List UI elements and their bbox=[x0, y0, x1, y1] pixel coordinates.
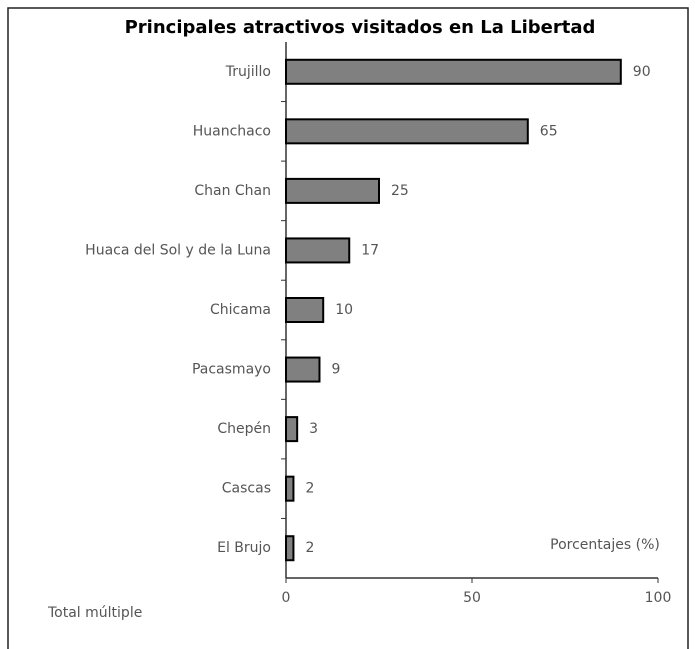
y-tick-label: Cascas bbox=[222, 481, 271, 497]
y-tick-label: Chicama bbox=[210, 302, 271, 318]
x-axis-label: Porcentajes (%) bbox=[550, 537, 660, 553]
y-tick-label: Huanchaco bbox=[193, 123, 271, 139]
y-tick-label: El Brujo bbox=[217, 540, 271, 556]
x-tick-label: 0 bbox=[282, 590, 291, 606]
value-label: 2 bbox=[305, 481, 314, 497]
y-tick-label: Trujillo bbox=[225, 64, 271, 80]
bar bbox=[285, 177, 380, 204]
value-label: 90 bbox=[633, 64, 651, 80]
y-tick-label: Pacasmayo bbox=[192, 362, 271, 378]
y-tick-label: Huaca del Sol y de la Luna bbox=[85, 242, 271, 258]
bar bbox=[285, 416, 299, 443]
bar bbox=[285, 356, 321, 383]
value-label: 10 bbox=[335, 302, 353, 318]
bar bbox=[285, 535, 295, 562]
value-label: 17 bbox=[361, 242, 379, 258]
note: Total múltiple bbox=[47, 605, 142, 621]
x-tick-label: 50 bbox=[463, 590, 481, 606]
y-tick-label: Chepén bbox=[217, 421, 271, 437]
value-label: 25 bbox=[391, 183, 409, 199]
x-tick-label: 100 bbox=[645, 590, 672, 606]
y-tick-label: Chan Chan bbox=[194, 183, 271, 199]
value-label: 9 bbox=[331, 362, 340, 378]
value-label: 2 bbox=[305, 540, 314, 556]
value-label: 3 bbox=[309, 421, 318, 437]
bar bbox=[285, 297, 325, 323]
frame bbox=[7, 7, 689, 649]
bar bbox=[285, 237, 351, 264]
bar bbox=[285, 118, 529, 145]
bar bbox=[285, 475, 295, 502]
bar bbox=[285, 58, 622, 85]
chart-title: Principales atractivos visitados en La L… bbox=[125, 17, 596, 38]
value-label: 65 bbox=[540, 123, 558, 139]
